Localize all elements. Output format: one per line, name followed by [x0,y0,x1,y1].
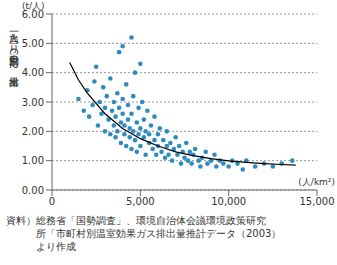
svg-text:6.00: 6.00 [21,8,44,20]
html-text:(人/km²): (人/km²) [298,177,335,187]
html-text:所「市町村別温室効果ガス排出量推計データ（2003）: 所「市町村別温室効果ガス排出量推計データ（2003） [36,228,282,239]
svg-text:2.00: 2.00 [22,126,44,137]
svg-text:4.00: 4.00 [22,67,44,78]
svg-text:15,000: 15,000 [300,196,330,207]
html-text:より作成: より作成 [36,241,76,252]
svg-text:0.00: 0.00 [22,185,44,196]
html-text:資料）総務省「国勢調査」、環境自治体会議環境政策研究: 資料）総務省「国勢調査」、環境自治体会議環境政策研究 [6,215,266,226]
html-text:一人当たり自動車CO2排出量: 一人当たり自動車CO2排出量 [8,26,19,70]
svg-text:5.00: 5.00 [22,38,44,49]
svg-text:10,000: 10,000 [211,196,246,207]
svg-text:0: 0 [49,196,55,207]
svg-text:1.00: 1.00 [22,155,44,166]
svg-text:5,000: 5,000 [126,196,155,207]
html-text:(t/人): (t/人) [22,1,45,11]
svg-text:3.00: 3.00 [22,97,44,108]
